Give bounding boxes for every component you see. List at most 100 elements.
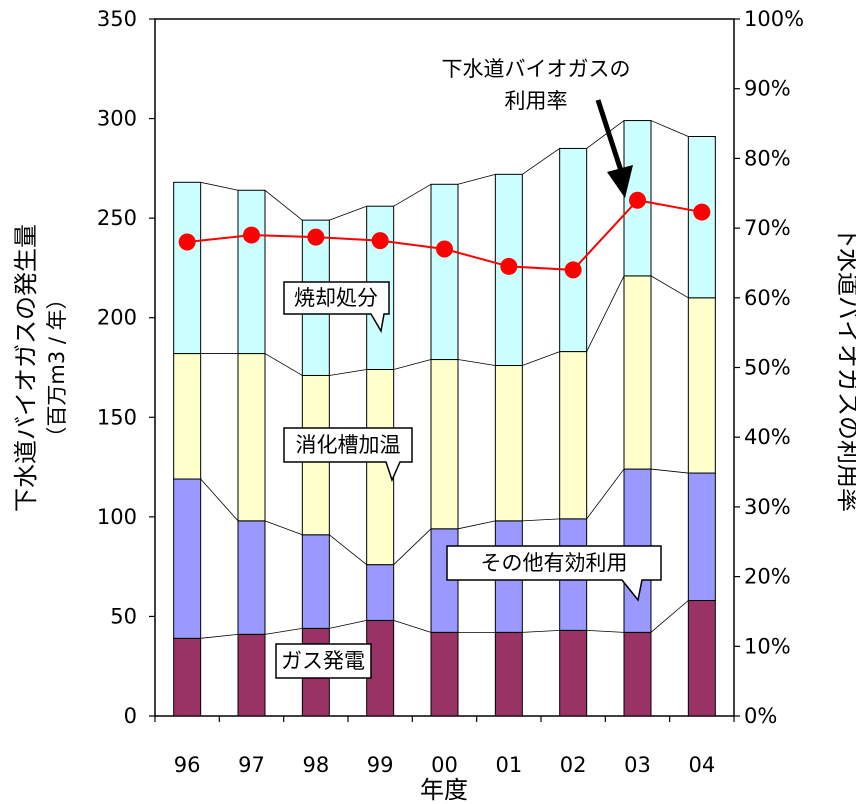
connector-line — [457, 173, 496, 185]
bar-segment — [559, 147, 588, 353]
left-tick-label: 50 — [110, 604, 137, 628]
callout-other-use: その他有効利用 — [446, 545, 662, 602]
callout-bubble — [446, 545, 662, 602]
connector-lines — [200, 120, 689, 639]
arrow-shaft — [595, 99, 626, 178]
bar-segment — [173, 637, 202, 717]
right-axis: 0% 10% 20% 30% 40% 50% 60% 70% 80% 90% 100% — [734, 7, 804, 728]
right-tick-label: 30% — [744, 495, 791, 519]
bar-segment — [173, 181, 202, 355]
bar-segment — [237, 520, 266, 635]
callout-digester-heating: 消化槽加温 — [283, 427, 413, 483]
x-tick-label: 01 — [495, 753, 522, 777]
bar-segment — [237, 353, 266, 522]
bar-segment — [687, 135, 716, 299]
utilization-point — [500, 257, 518, 275]
connector-line — [650, 120, 689, 137]
connector-line — [264, 189, 303, 221]
utilization-point — [564, 261, 582, 279]
x-tick-label: 02 — [560, 753, 587, 777]
bar-segment — [559, 351, 588, 520]
right-tick-label: 40% — [744, 425, 791, 449]
bar-segment — [366, 564, 395, 621]
connector-line — [393, 359, 432, 370]
left-tick-label: 350 — [97, 7, 137, 31]
right-tick-label: 50% — [744, 356, 791, 380]
bar-segment — [494, 365, 523, 522]
left-tick-label: 200 — [97, 306, 137, 330]
left-tick-label: 250 — [97, 206, 137, 230]
connector-line — [329, 620, 367, 629]
connector-line — [393, 620, 432, 633]
connector-line — [393, 528, 432, 565]
callout-bubble — [283, 281, 390, 334]
x-axis-title: 年度 — [420, 776, 468, 804]
x-tick-label: 03 — [624, 753, 651, 777]
left-tick-label: 0 — [124, 704, 137, 728]
connector-line — [329, 205, 367, 221]
left-tick-label: 300 — [97, 107, 137, 131]
connector-line — [329, 534, 367, 565]
bar-segment — [237, 189, 266, 355]
connector-line — [264, 520, 303, 536]
bar-segment — [559, 629, 588, 717]
connector-line — [457, 520, 496, 530]
connector-line — [586, 468, 625, 520]
y-left-title-line1: 下水道バイオガスの発生量 — [12, 224, 40, 512]
arrow-head — [607, 165, 633, 198]
utilization-point — [693, 203, 711, 221]
right-tick-label: 90% — [744, 77, 791, 101]
left-tick-label: 150 — [97, 405, 137, 429]
x-tick-label: 96 — [174, 753, 201, 777]
utilization-line-group — [178, 191, 711, 279]
y-left-title-line2: （百万m3 / 年） — [45, 288, 69, 447]
connector-line — [650, 468, 689, 474]
utilization-point — [436, 240, 453, 258]
x-axis: 96 97 98 99 00 01 02 03 04 — [154, 716, 735, 777]
connector-line — [264, 353, 303, 376]
left-axis: 0 50 100 150 200 250 300 350 — [97, 7, 155, 728]
connector-line — [522, 148, 560, 175]
connector-line — [200, 633, 239, 639]
callout-gas-power: ガス発電 — [275, 643, 372, 679]
connector-line — [522, 629, 560, 633]
callout-bubble — [275, 643, 372, 679]
x-tick-label: 98 — [302, 753, 329, 777]
bar-segment — [623, 275, 652, 470]
bar-segment — [173, 478, 202, 639]
bar-segment — [687, 599, 716, 717]
arrow-label-line1: 下水道バイオガスの — [442, 57, 631, 81]
arrow-label-line2: 利用率 — [505, 89, 568, 113]
connector-line — [200, 181, 239, 191]
connector-line — [586, 629, 625, 633]
bar-segment — [623, 631, 652, 717]
bar-segment — [237, 633, 266, 717]
right-tick-label: 10% — [744, 634, 791, 658]
connector-line — [650, 275, 689, 299]
utilization-point — [307, 228, 325, 246]
connector-line — [586, 120, 625, 149]
connector-line — [200, 478, 239, 522]
bar-segment — [430, 631, 459, 717]
x-tick-label: 00 — [431, 753, 458, 777]
connector-line — [522, 351, 560, 366]
connector-line — [457, 359, 496, 366]
bar-segment — [687, 472, 716, 601]
bar-segment — [173, 353, 202, 480]
connector-line — [586, 275, 625, 352]
connector-line — [522, 518, 560, 522]
callout-incineration: 焼却処分 — [283, 281, 390, 334]
callout-label: 焼却処分 — [294, 286, 378, 310]
connector-line — [264, 627, 303, 635]
callout-label: 消化槽加温 — [296, 433, 401, 457]
utilization-point — [371, 232, 389, 250]
bar-segment — [430, 359, 459, 530]
callout-label: その他有効利用 — [481, 551, 628, 575]
utilization-point — [178, 233, 196, 251]
callout-label: ガス発電 — [281, 649, 365, 673]
connector-line — [393, 183, 432, 207]
utilization-annotation: 下水道バイオガスの 利用率 — [442, 57, 633, 198]
connector-line — [329, 369, 367, 376]
y-right-title: 下水道バイオガスの利用率 — [834, 224, 856, 512]
